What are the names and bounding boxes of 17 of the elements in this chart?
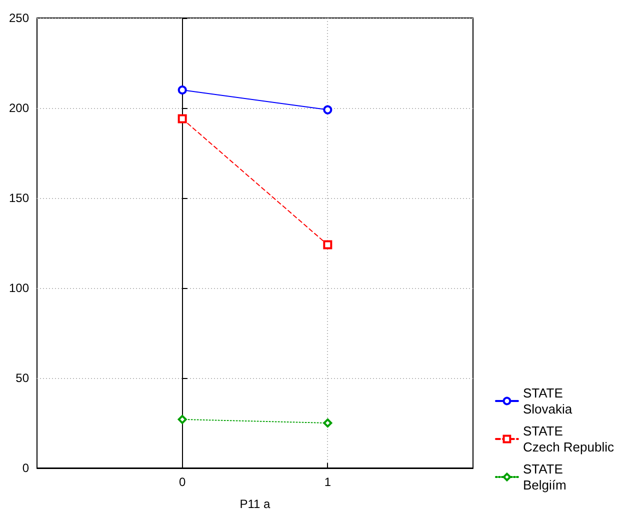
legend-label: STATE Czech Republic: [522, 424, 614, 454]
y-tick-label: 100: [8, 281, 30, 295]
y-tick-label: 50: [16, 371, 30, 385]
y-tick-label: 200: [8, 101, 30, 115]
x-axis-title: P11 a: [240, 497, 271, 511]
point: [323, 105, 332, 114]
point: [178, 114, 187, 124]
point: [323, 240, 332, 250]
point: [178, 86, 187, 94]
x-tick-label: 1: [324, 475, 332, 489]
legend-label: STATE Slovakia: [522, 386, 573, 416]
point: [323, 418, 332, 428]
y-tick-label: 150: [8, 191, 30, 205]
point: [178, 414, 187, 424]
y-tick-label: 0: [22, 461, 30, 475]
legend-label: STATE Belgiím: [522, 462, 566, 492]
y-tick-label: 250: [8, 11, 30, 25]
